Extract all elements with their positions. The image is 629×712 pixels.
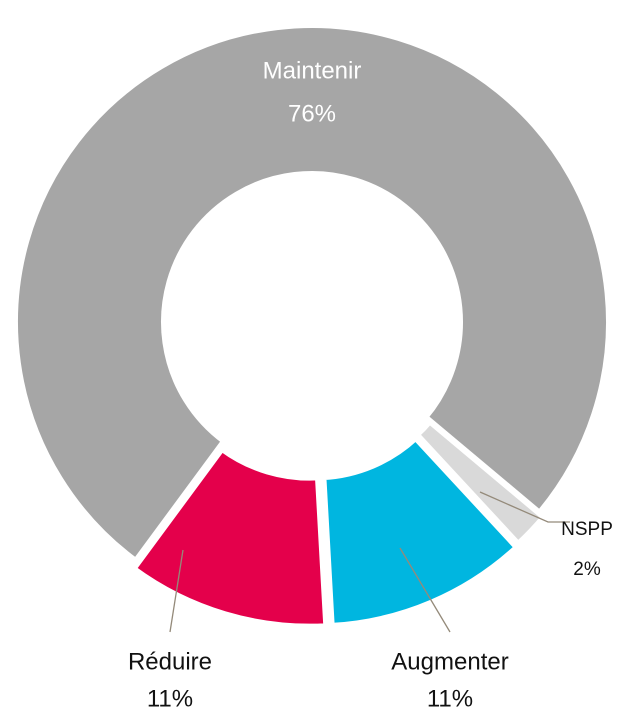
slice-label: NSPP [561, 519, 613, 540]
slice-value-label: 11% [427, 685, 473, 712]
slice-label: Augmenter [391, 648, 508, 675]
slice-value-label: 2% [573, 559, 601, 580]
donut-slice [320, 433, 522, 630]
slice-label: Réduire [128, 648, 212, 675]
slice-value-label: 76% [288, 100, 336, 127]
donut-slice [129, 444, 330, 630]
slice-label: Maintenir [263, 57, 362, 84]
leader-line [399, 547, 451, 633]
leader-line [479, 491, 570, 523]
leader-line [169, 549, 184, 633]
slice-value-label: 11% [147, 685, 193, 712]
donut-slice [12, 22, 612, 566]
donut-slice [412, 417, 549, 549]
